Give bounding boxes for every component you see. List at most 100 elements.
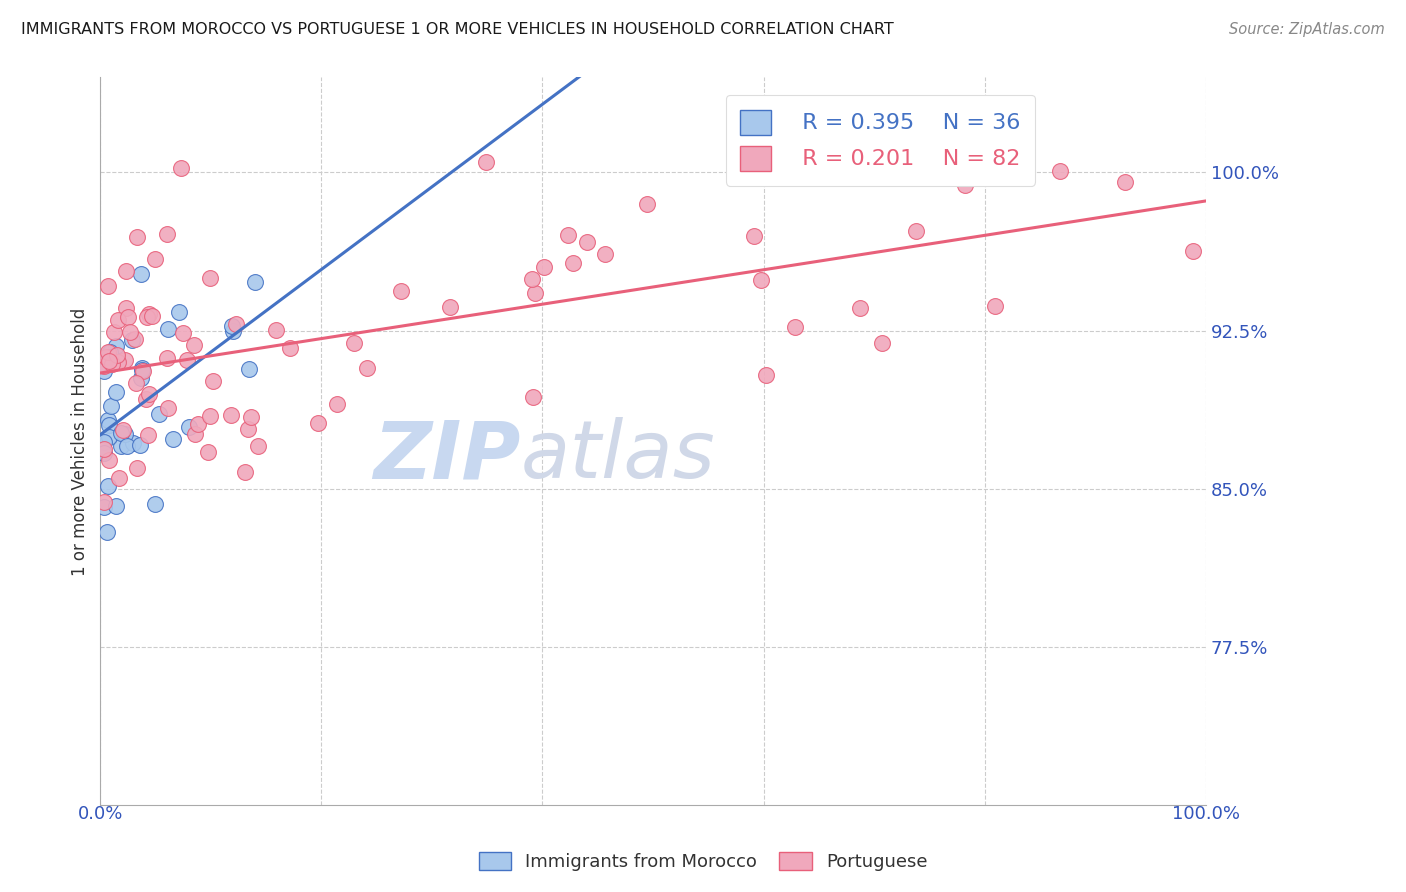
Point [238, 421, 260, 435]
Y-axis label: 1 or more Vehicles in Household: 1 or more Vehicles in Household [72, 308, 89, 575]
Point [225, 317, 247, 331]
Point [562, 256, 585, 270]
Point [785, 319, 807, 334]
Point [124, 332, 146, 346]
Point [755, 368, 778, 382]
Point [114, 352, 136, 367]
Point [93, 442, 115, 456]
Point [176, 353, 198, 368]
Point [356, 361, 378, 376]
Text: 0.0%: 0.0% [77, 805, 124, 823]
Point [197, 445, 219, 459]
Point [170, 161, 193, 175]
Point [749, 273, 772, 287]
Point [114, 301, 136, 315]
Point [169, 305, 191, 319]
Point [97, 479, 120, 493]
Point [114, 426, 136, 441]
Point [389, 284, 412, 298]
Point [172, 326, 194, 341]
Point [524, 286, 547, 301]
Point [157, 322, 180, 336]
Point [183, 337, 205, 351]
Point [184, 427, 207, 442]
Point [198, 409, 221, 424]
Point [533, 260, 555, 275]
Point [576, 235, 599, 250]
Point [343, 335, 366, 350]
Point [97, 413, 120, 427]
Point [98, 430, 121, 444]
Point [984, 299, 1007, 313]
Point [115, 264, 138, 278]
Point [870, 336, 893, 351]
Point [143, 496, 166, 510]
Point [202, 374, 225, 388]
Point [233, 465, 256, 479]
Point [219, 409, 242, 423]
Point [104, 339, 127, 353]
Point [136, 310, 159, 325]
Point [112, 423, 135, 437]
Point [148, 407, 170, 421]
Point [97, 278, 120, 293]
Point [849, 301, 872, 315]
Point [98, 418, 121, 433]
Point [98, 345, 121, 359]
Point [120, 325, 142, 339]
Point [107, 312, 129, 326]
Point [93, 435, 115, 450]
Point [742, 229, 765, 244]
Point [134, 392, 156, 406]
Point [141, 309, 163, 323]
Point [93, 359, 115, 373]
Point [125, 376, 148, 390]
Point [1049, 164, 1071, 178]
Point [110, 425, 132, 440]
Legend:   R = 0.395    N = 36,   R = 0.201    N = 82: R = 0.395 N = 36, R = 0.201 N = 82 [725, 95, 1035, 186]
Point [127, 229, 149, 244]
Point [121, 333, 143, 347]
Point [869, 157, 891, 171]
Point [247, 439, 270, 453]
Point [131, 362, 153, 376]
Point [104, 385, 127, 400]
Point [93, 500, 115, 514]
Point [97, 350, 120, 364]
Point [103, 326, 125, 340]
Point [117, 310, 139, 325]
Text: atlas: atlas [520, 417, 716, 495]
Point [1114, 175, 1136, 189]
Point [122, 436, 145, 450]
Point [439, 301, 461, 315]
Point [108, 470, 131, 484]
Point [245, 275, 267, 289]
Point [136, 428, 159, 442]
Point [117, 439, 139, 453]
Point [138, 387, 160, 401]
Point [143, 252, 166, 266]
Text: IMMIGRANTS FROM MOROCCO VS PORTUGUESE 1 OR MORE VEHICLES IN HOUSEHOLD CORRELATIO: IMMIGRANTS FROM MOROCCO VS PORTUGUESE 1 … [21, 22, 894, 37]
Point [93, 446, 115, 460]
Point [131, 361, 153, 376]
Point [156, 227, 179, 241]
Point [326, 397, 349, 411]
Point [93, 494, 115, 508]
Point [101, 357, 124, 371]
Point [955, 178, 977, 193]
Point [593, 247, 616, 261]
Point [156, 351, 179, 365]
Point [138, 308, 160, 322]
Point [162, 433, 184, 447]
Point [105, 348, 128, 362]
Point [97, 453, 120, 467]
Point [156, 401, 179, 416]
Text: ZIP: ZIP [373, 417, 520, 495]
Point [520, 272, 543, 286]
Point [93, 364, 115, 378]
Legend: Immigrants from Morocco, Portuguese: Immigrants from Morocco, Portuguese [471, 845, 935, 879]
Point [222, 324, 245, 338]
Point [96, 524, 118, 539]
Point [129, 267, 152, 281]
Point [127, 460, 149, 475]
